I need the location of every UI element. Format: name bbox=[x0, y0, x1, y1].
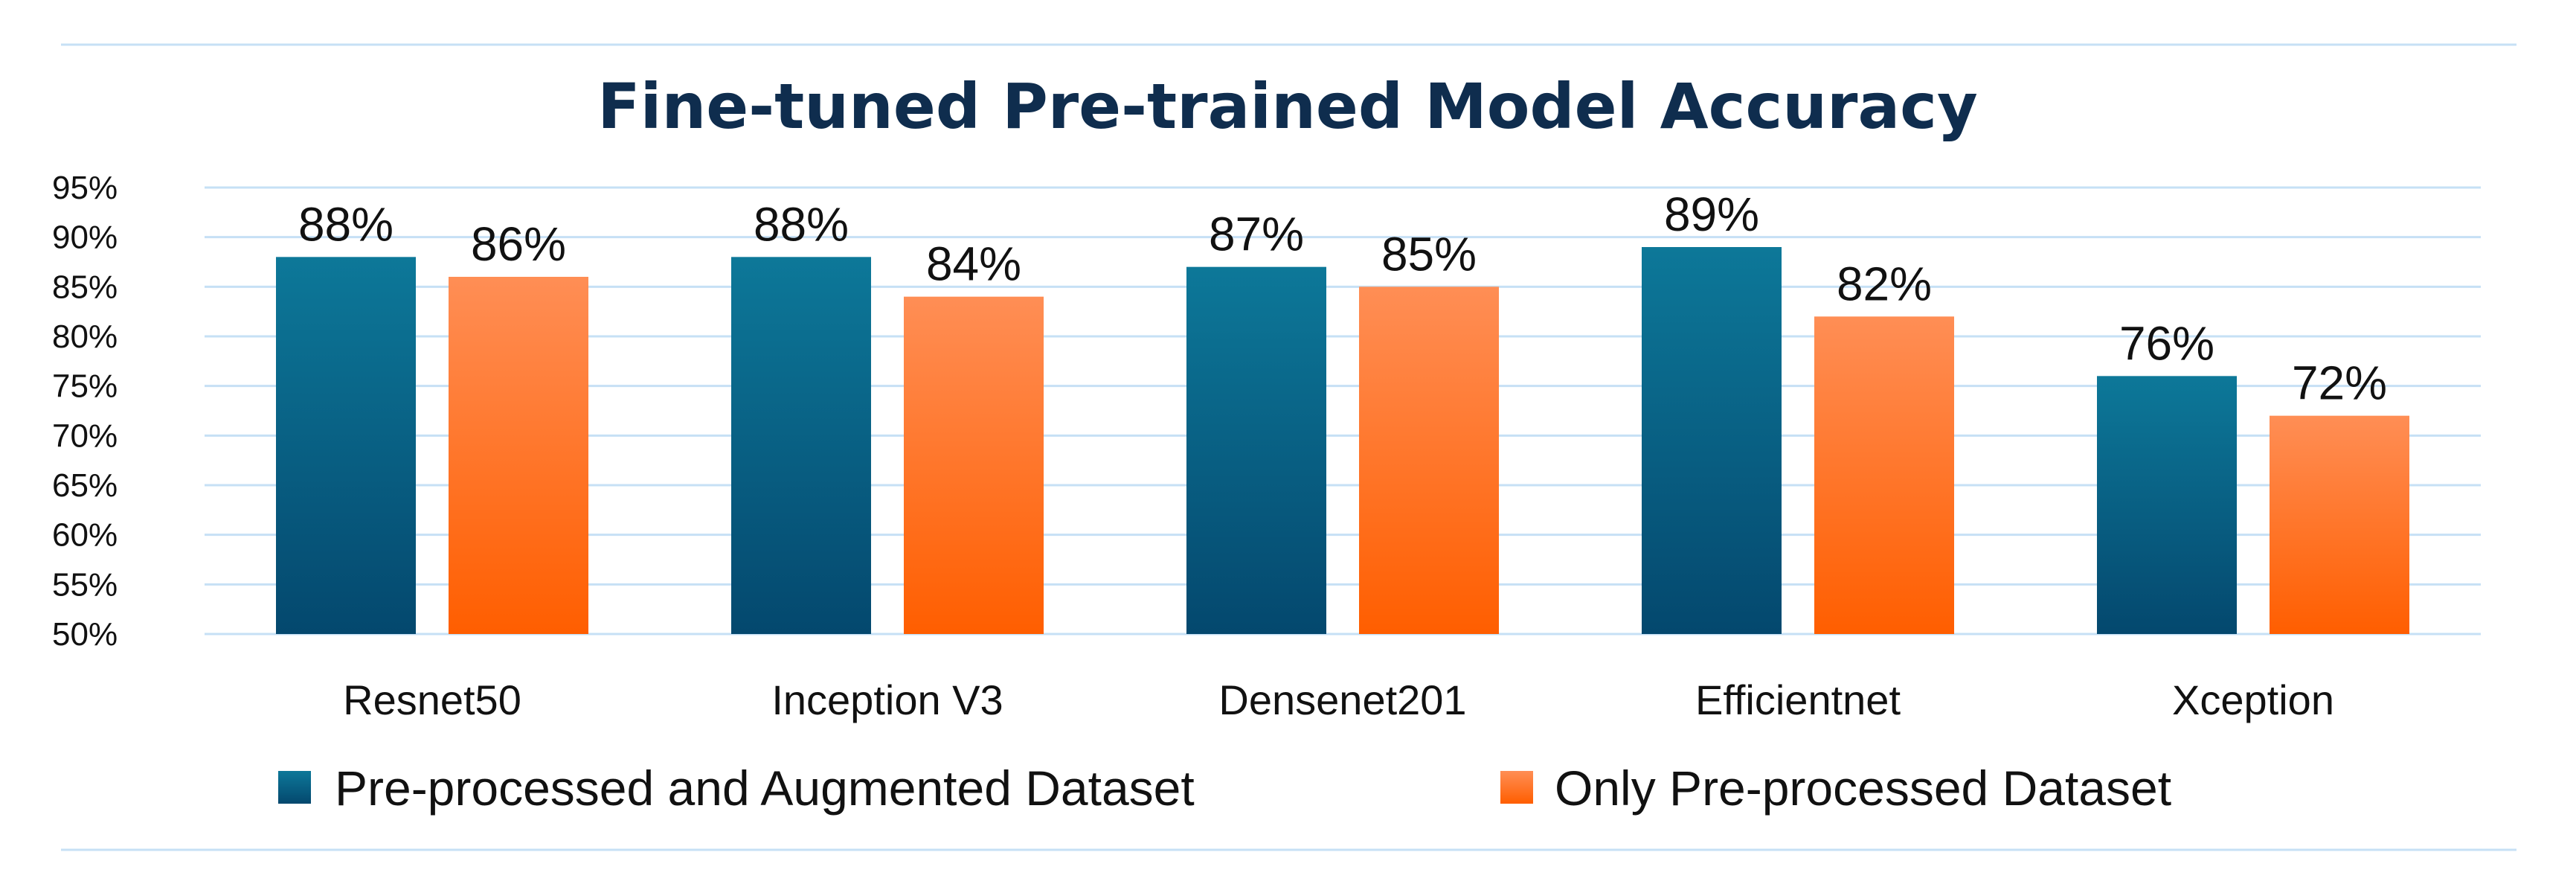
y-tick-label: 65% bbox=[52, 467, 118, 504]
legend-swatch-only-preprocessed bbox=[1500, 771, 1533, 804]
bars bbox=[276, 247, 2409, 634]
x-category-label: Efficientnet bbox=[1695, 676, 1901, 723]
y-tick-label: 90% bbox=[52, 220, 118, 256]
y-tick-label: 70% bbox=[52, 417, 118, 454]
data-label: 86% bbox=[471, 217, 566, 271]
data-label: 72% bbox=[2292, 356, 2387, 410]
bar-augmented bbox=[1186, 266, 1326, 634]
legend-label-augmented: Pre-processed and Augmented Dataset bbox=[335, 761, 1195, 816]
data-label: 85% bbox=[1381, 227, 1477, 281]
legend-swatch-augmented bbox=[278, 771, 311, 804]
x-category-label: Xception bbox=[2172, 676, 2334, 723]
x-category-label: Resnet50 bbox=[343, 676, 521, 723]
x-category-label: Densenet201 bbox=[1218, 676, 1466, 723]
y-tick-label: 85% bbox=[52, 269, 118, 305]
bar-augmented bbox=[2097, 376, 2237, 634]
y-tick-label: 55% bbox=[52, 566, 118, 603]
data-label: 89% bbox=[1664, 188, 1759, 241]
legend: Pre-processed and Augmented Dataset Only… bbox=[278, 761, 2171, 816]
y-tick-label: 50% bbox=[52, 616, 118, 653]
bar-only-preprocessed bbox=[1359, 286, 1499, 634]
bar-only-preprocessed bbox=[904, 296, 1044, 634]
data-label: 82% bbox=[1837, 257, 1932, 310]
legend-label-only-preprocessed: Only Pre-processed Dataset bbox=[1555, 761, 2171, 816]
x-category-label: Inception V3 bbox=[771, 676, 1003, 723]
data-label: 76% bbox=[2119, 316, 2214, 370]
chart-title: Fine-tuned Pre-trained Model Accuracy bbox=[597, 70, 1977, 143]
data-label: 84% bbox=[926, 237, 1021, 291]
bar-augmented bbox=[1642, 247, 1782, 634]
y-axis-ticks: 50% 55% 60% 65% 70% 75% 80% 85% 90% 95% bbox=[52, 170, 118, 653]
y-tick-label: 80% bbox=[52, 318, 118, 355]
y-tick-label: 95% bbox=[52, 170, 118, 206]
bar-only-preprocessed bbox=[2270, 415, 2409, 634]
data-label: 88% bbox=[754, 197, 849, 251]
data-label: 88% bbox=[298, 197, 394, 251]
y-tick-label: 75% bbox=[52, 368, 118, 405]
data-labels: 88% 86% 88% 84% 87% 85% 89% 82% 76% 72% bbox=[298, 188, 2387, 410]
bar-augmented bbox=[276, 257, 416, 634]
bar-augmented bbox=[731, 257, 871, 634]
bar-only-preprocessed bbox=[449, 277, 588, 634]
y-tick-label: 60% bbox=[52, 517, 118, 554]
x-axis-categories: Resnet50 Inception V3 Densenet201 Efficient… bbox=[343, 676, 2334, 723]
data-label: 87% bbox=[1209, 208, 1304, 261]
bar-only-preprocessed bbox=[1814, 316, 1954, 634]
